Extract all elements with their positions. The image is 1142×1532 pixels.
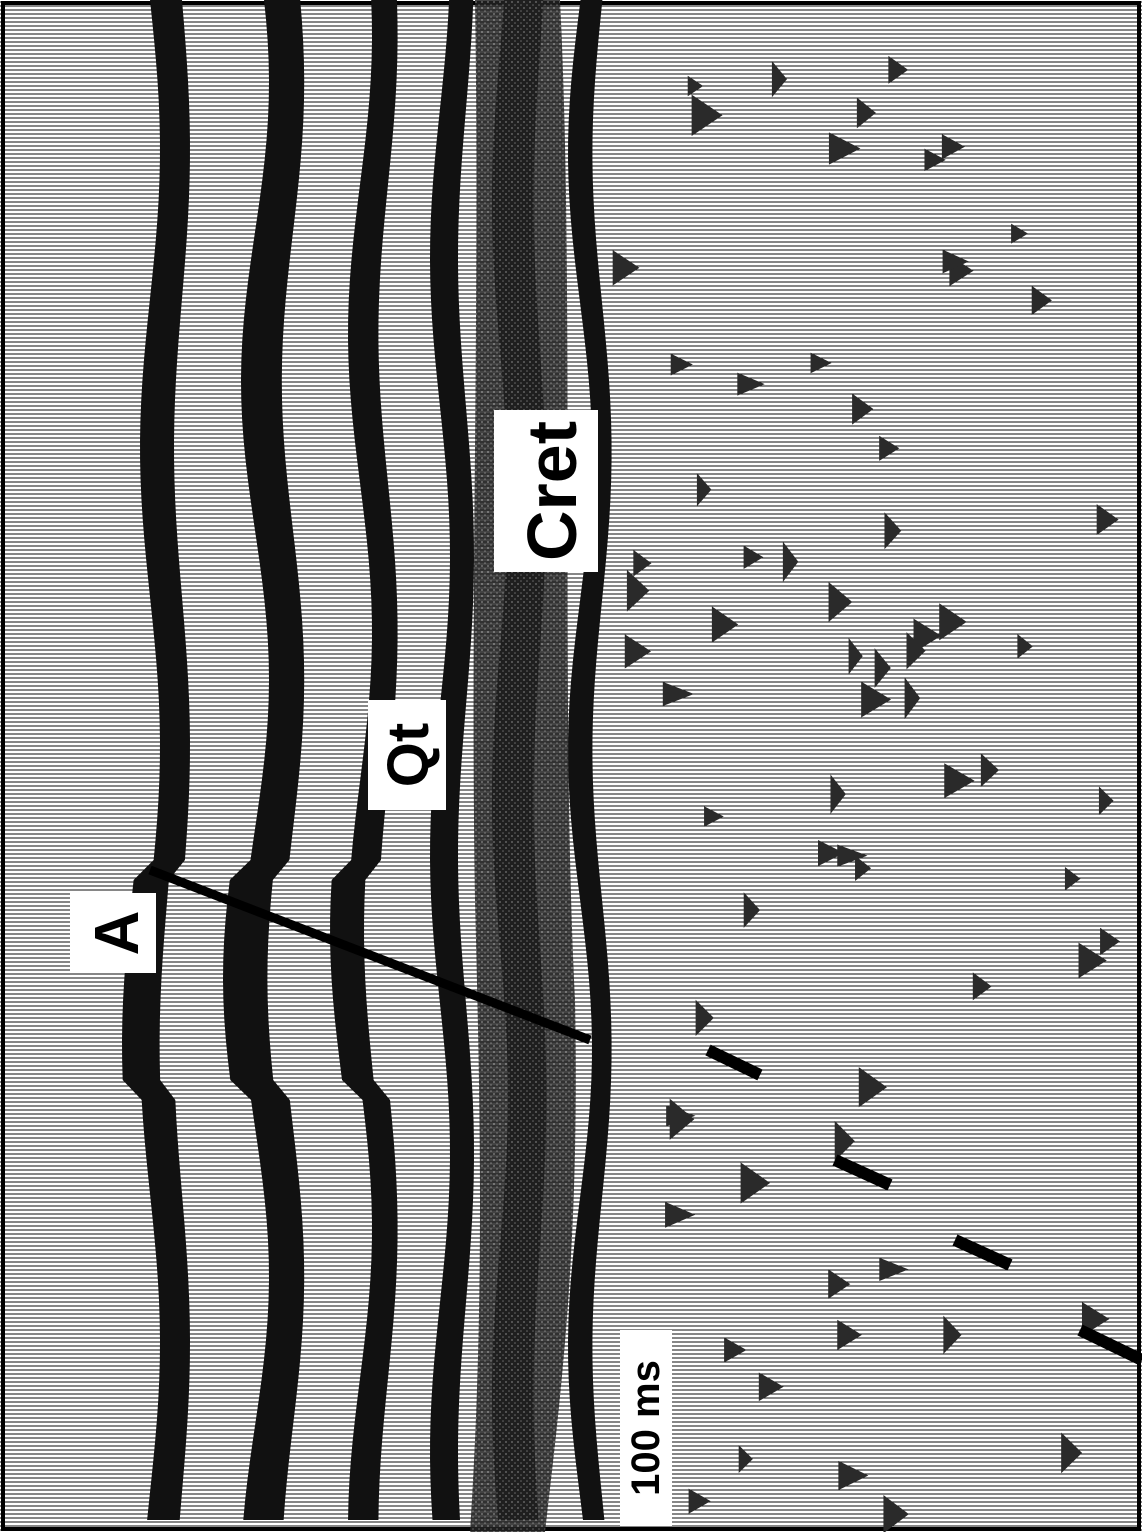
wavelet-mark	[828, 1269, 851, 1299]
wavelet-mark	[1096, 504, 1119, 536]
wavelet-mark	[670, 353, 693, 376]
wavelet-mark	[980, 753, 999, 788]
label-cret-text: Cret	[513, 421, 591, 561]
fault-line	[148, 865, 592, 1045]
wavelet-mark	[924, 148, 946, 172]
label-fault-a: A	[70, 893, 156, 973]
wavelet-mark	[669, 1098, 695, 1140]
wavelet-mark	[771, 60, 787, 98]
wavelet-mark	[942, 249, 969, 274]
wavelet-mark	[738, 1445, 753, 1474]
wavelet-mark	[888, 55, 909, 84]
noise-wavelets	[612, 55, 1121, 1532]
wavelet-mark	[688, 1488, 711, 1514]
wavelet-mark	[884, 512, 902, 550]
wavelet-mark	[695, 999, 714, 1037]
wavelet-mark	[737, 372, 765, 396]
wavelet-mark	[883, 1495, 909, 1532]
cret-stipple-band	[470, 0, 576, 1532]
wavelet-mark	[941, 134, 965, 160]
label-qt-text: Qt	[376, 723, 441, 787]
wavelet-mark	[1031, 285, 1052, 315]
wavelet-mark	[691, 94, 723, 136]
wavelet-mark	[855, 855, 872, 881]
horizon-band	[430, 0, 474, 1520]
wavelet-mark	[856, 97, 876, 129]
wavelet-mark	[861, 681, 892, 718]
wavelet-mark	[743, 545, 764, 569]
wavelet-mark	[1098, 786, 1114, 816]
wavelet-mark	[740, 1162, 771, 1204]
wavelet-mark	[904, 677, 921, 720]
wavelet-mark	[1017, 634, 1033, 659]
wavelet-mark	[879, 435, 900, 461]
horizon-band	[330, 0, 398, 1520]
wavelet-mark	[834, 1120, 855, 1162]
wavelet-mark	[810, 352, 832, 374]
wavelet-mark	[633, 549, 652, 577]
wavelet-mark	[704, 806, 724, 827]
horizon-band	[568, 0, 612, 1520]
wavelet-mark	[1081, 1301, 1110, 1337]
wavelet-mark	[782, 541, 799, 582]
wavelet-mark	[913, 618, 942, 653]
wavelet-mark	[858, 1067, 887, 1108]
wavelet-mark	[696, 473, 712, 507]
wavelet-mark	[944, 763, 975, 799]
wavelet-mark	[818, 839, 845, 867]
horizon-band	[122, 0, 190, 1520]
wavelet-mark	[724, 1337, 747, 1363]
wavelet-mark	[624, 634, 652, 669]
wavelet-mark	[743, 892, 761, 928]
wavelet-mark	[939, 603, 967, 641]
wavelet-mark	[612, 250, 640, 286]
wavelet-mark	[1100, 927, 1121, 956]
wavelet-mark	[848, 637, 863, 675]
wavelet-mark	[852, 393, 874, 425]
wavelet-mark	[1061, 1432, 1083, 1474]
label-scale: 100 ms	[620, 1330, 672, 1526]
label-qt: Qt	[368, 700, 446, 810]
wavelet-mark	[662, 681, 695, 707]
wavelet-mark	[828, 582, 853, 622]
wavelet-mark	[1011, 223, 1029, 244]
wavelet-mark	[711, 606, 739, 643]
wavelet-mark	[758, 1372, 784, 1402]
wavelet-mark	[837, 1319, 862, 1351]
wavelet-mark	[665, 1201, 696, 1228]
wavelet-mark	[687, 75, 704, 97]
wavelet-mark	[879, 1257, 909, 1281]
wavelet-mark	[1078, 942, 1107, 979]
label-scale-text: 100 ms	[624, 1360, 668, 1496]
wavelet-mark	[838, 1460, 869, 1491]
wavelet-mark	[972, 972, 992, 1001]
wavelet-mark	[830, 774, 846, 814]
wavelet-mark	[874, 648, 891, 688]
wavelet-mark	[837, 844, 868, 867]
label-cret: Cret	[494, 410, 598, 572]
horizon-band	[223, 0, 305, 1520]
wavelet-mark	[943, 1315, 962, 1354]
wavelet-mark	[1064, 866, 1081, 891]
label-a-text: A	[83, 911, 152, 956]
wavelet-mark	[626, 569, 650, 612]
dashed-reflector	[705, 1044, 1142, 1366]
wavelet-mark	[828, 132, 861, 165]
